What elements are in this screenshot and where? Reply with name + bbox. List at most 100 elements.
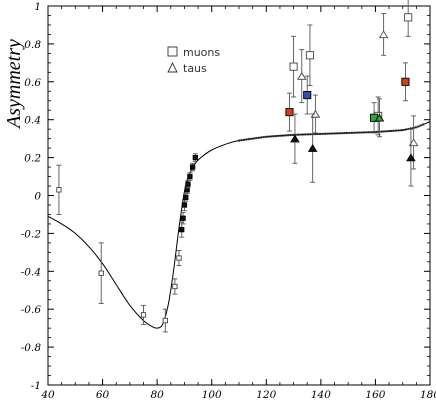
curve-data-dot (316, 133, 319, 136)
curve-data-dot (365, 131, 368, 134)
muon-point (172, 283, 178, 290)
y-tick-label: 0.2 (24, 153, 41, 165)
curve-data-dot (240, 139, 243, 142)
tau-point (408, 138, 419, 147)
curve-data-dot (360, 131, 363, 134)
curve-data-dot (252, 137, 255, 140)
tau-point (378, 30, 389, 39)
muon-point (401, 77, 410, 86)
x-tick-label: 120 (256, 389, 276, 401)
curve-data-dot (404, 128, 407, 131)
x-tick-label: 180 (420, 389, 436, 401)
curve-data-dot (245, 138, 248, 141)
legend-muons-marker (167, 46, 178, 57)
curve-data-dot (328, 132, 331, 135)
tau-point (296, 72, 307, 80)
muon-point (183, 194, 189, 201)
curve-data-dot (292, 133, 295, 136)
curve-data-dot (269, 135, 272, 138)
y-tick-label: -0.2 (21, 228, 42, 240)
muon-point (305, 51, 314, 60)
curve-data-dot (409, 127, 412, 130)
curve-data-dot (321, 132, 324, 135)
curve-data-dot (247, 138, 250, 141)
y-tick-label: -0.6 (21, 304, 42, 316)
curve-data-dot (319, 132, 322, 135)
curve-data-dot (417, 125, 420, 128)
tau-point (406, 153, 416, 162)
curve-data-dot (331, 132, 334, 135)
curve-data-dot (419, 124, 422, 127)
curve-data-dot (397, 129, 400, 132)
curve-data-dot (277, 134, 280, 137)
curve-data-dot (279, 134, 282, 137)
curve-data-dot (400, 129, 403, 132)
curve-data-dot (326, 132, 329, 135)
muon-point (162, 317, 168, 324)
curve-data-dot (284, 134, 287, 137)
curve-data-dot (338, 132, 341, 135)
curve-data-dot (392, 129, 395, 132)
x-tick-label: 140 (311, 389, 331, 401)
curve-data-dot (304, 133, 307, 136)
curve-data-dot (267, 135, 270, 138)
curve-data-dot (395, 129, 398, 132)
y-tick-label: -0.4 (21, 266, 41, 278)
legend-taus-label: taus (183, 62, 207, 75)
curve-data-dot (250, 137, 253, 140)
curve-data-dot (301, 133, 304, 136)
curve-data-dot (262, 136, 265, 139)
x-tick-label: 60 (96, 389, 110, 401)
curve-data-dot (358, 131, 361, 134)
muon-point (303, 91, 312, 100)
curve-data-dot (333, 132, 336, 135)
x-tick-label: 40 (40, 389, 55, 401)
muon-point (285, 108, 294, 117)
curve-data-dot (385, 130, 388, 133)
curve-data-dot (296, 133, 299, 136)
curve-data-dot (314, 133, 317, 136)
y-tick-label: 0.4 (24, 115, 41, 127)
curve-data-dot (306, 133, 309, 136)
curve-data-dot (368, 131, 371, 134)
curve-data-dot (265, 135, 268, 138)
x-tick-label: 160 (365, 389, 385, 401)
curve-data-dot (289, 134, 292, 137)
curve-data-dot (380, 130, 383, 133)
muon-point (140, 312, 147, 318)
legend-taus-marker (167, 61, 178, 73)
curve-data-dot (336, 132, 339, 135)
muon-point (176, 255, 182, 261)
muon-point (98, 270, 104, 276)
curve-data-dot (370, 131, 373, 134)
muon-point (404, 13, 413, 22)
curve-data-dot (382, 130, 385, 133)
muon-point (189, 164, 196, 170)
y-tick-label: -0.8 (21, 342, 42, 354)
curve-data-dot (387, 130, 390, 133)
curve-data-dot (346, 132, 349, 135)
curve-data-dot (377, 130, 380, 133)
curve-data-dot (260, 136, 263, 139)
curve-data-dot (287, 134, 290, 137)
curve-data-dot (341, 132, 344, 135)
muon-point (180, 215, 186, 221)
muon-point (192, 154, 198, 161)
curve-data-dot (274, 135, 277, 138)
curve-data-dot (350, 131, 353, 134)
y-tick-label: 0 (34, 191, 41, 203)
y-tick-label: 1 (34, 1, 41, 13)
curve-data-dot (402, 128, 405, 131)
curve-data-dot (390, 129, 393, 132)
tau-point (290, 134, 300, 143)
y-tick-label: 0.8 (24, 39, 41, 51)
legend: muons taus (167, 46, 220, 75)
curve-data-dot (299, 133, 302, 136)
x-tick-label: 100 (202, 389, 222, 401)
curve-data-dot (375, 130, 378, 133)
curve-data-dot (363, 131, 366, 134)
muon-point (187, 173, 193, 180)
muon-point (289, 62, 298, 71)
x-tick-label: 80 (150, 389, 164, 401)
